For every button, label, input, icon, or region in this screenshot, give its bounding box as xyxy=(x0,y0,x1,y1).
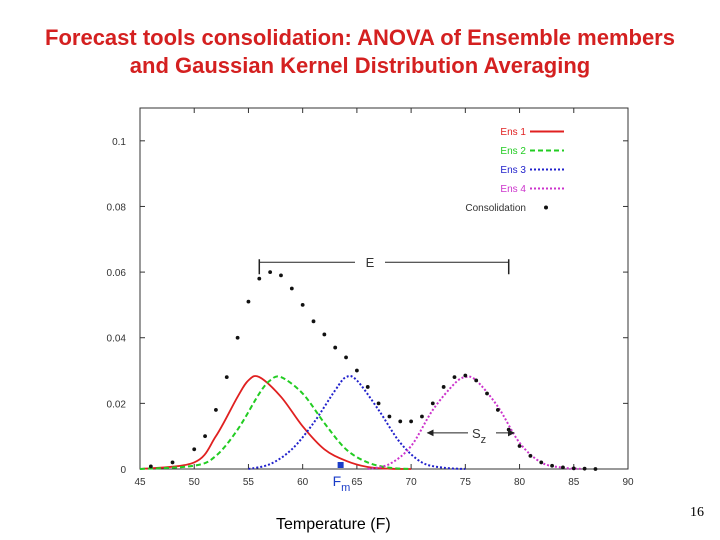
consolidation-point xyxy=(192,447,197,452)
y-tick-label: 0.1 xyxy=(112,137,126,148)
consolidation-point xyxy=(148,464,153,469)
y-tick-label: 0.08 xyxy=(107,202,127,213)
consolidation-point xyxy=(506,427,511,432)
consolidation-point xyxy=(322,332,327,337)
page-number: 16 xyxy=(690,505,704,520)
x-tick-label: 80 xyxy=(514,477,526,488)
consolidation-point xyxy=(344,355,348,360)
x-tick-label: 55 xyxy=(243,477,255,488)
annotation-sz-subscript: z xyxy=(481,434,487,446)
slide-title-line1: Forecast tools consolidation: ANOVA of E… xyxy=(45,25,675,50)
consolidation-point xyxy=(354,368,359,373)
y-tick-label: 0.06 xyxy=(107,268,127,279)
consolidation-point xyxy=(365,385,370,389)
consolidation-point xyxy=(474,378,479,383)
consolidation-point xyxy=(289,286,294,291)
consolidation-point xyxy=(441,385,446,389)
x-tick-label: 50 xyxy=(189,477,201,488)
consolidation-point xyxy=(300,303,305,307)
plot-frame xyxy=(139,107,629,470)
consolidation-point xyxy=(311,319,316,324)
consolidation-point xyxy=(333,345,338,350)
consolidation-point xyxy=(420,414,424,419)
consolidation-point xyxy=(430,401,435,406)
consolidation-point xyxy=(452,375,457,380)
consolidation-point xyxy=(582,466,587,471)
x-tick-label: 60 xyxy=(297,477,309,488)
x-axis-label: Temperature (F) xyxy=(276,516,391,533)
x-tick-label: 85 xyxy=(568,477,580,488)
consolidation-point xyxy=(561,465,565,470)
annotation-sz: Sz xyxy=(472,426,486,446)
consolidation-point xyxy=(170,460,175,465)
slide-title: Forecast tools consolidation: ANOVA of E… xyxy=(0,24,720,80)
consolidation-point xyxy=(279,273,283,278)
legend-label-ens-4: Ens 4 xyxy=(500,184,526,195)
consolidation-point xyxy=(235,335,240,340)
consolidation-point xyxy=(246,299,251,304)
x-tick-label: 45 xyxy=(134,477,146,488)
legend-swatch-consolidation xyxy=(544,205,548,210)
y-tick-label: 0 xyxy=(120,465,126,476)
consolidation-point xyxy=(485,391,489,396)
consolidation-point xyxy=(224,375,229,380)
series-line-ens-4 xyxy=(367,375,585,470)
consolidation-point xyxy=(257,276,262,281)
legend-label-ens-1: Ens 1 xyxy=(500,127,526,138)
y-tick-label: 0.04 xyxy=(107,334,127,345)
consolidation-point xyxy=(203,434,207,439)
consolidation-point xyxy=(517,444,522,448)
slide-title-line2: and Gaussian Kernel Distribution Averagi… xyxy=(129,53,591,78)
series-consolidation xyxy=(148,270,598,471)
consolidation-point xyxy=(539,460,544,465)
consolidation-point xyxy=(214,408,218,412)
legend: Ens 1 Ens 2 Ens 3 Ens 4 Consolidation xyxy=(465,127,564,214)
consolidation-point xyxy=(495,408,500,412)
fm-marker xyxy=(337,462,344,468)
consolidation-point xyxy=(571,466,576,471)
legend-label-consolidation: Consolidation xyxy=(465,203,526,214)
consolidation-point xyxy=(550,463,554,468)
legend-label-ens-2: Ens 2 xyxy=(500,146,526,157)
consolidation-point xyxy=(376,401,381,406)
consolidation-point xyxy=(463,373,468,378)
consolidation-point xyxy=(593,467,598,471)
consolidation-point xyxy=(268,270,273,274)
x-tick-label: 65 xyxy=(351,477,363,488)
annotation-fm: Fm xyxy=(333,473,351,494)
series-line-ens-3 xyxy=(248,374,466,470)
series-line-ens-2 xyxy=(139,375,412,470)
consolidation-point xyxy=(409,419,414,424)
x-tick-label: 70 xyxy=(406,477,418,488)
x-tick-label: 90 xyxy=(622,477,634,488)
legend-label-ens-3: Ens 3 xyxy=(500,165,526,176)
consolidation-point xyxy=(528,453,533,458)
consolidation-point xyxy=(398,419,403,424)
series-line-ens-1 xyxy=(139,375,412,470)
x-tick-label: 75 xyxy=(460,477,472,488)
consolidation-point xyxy=(387,414,392,419)
annotation-fm-subscript: m xyxy=(341,482,350,494)
annotation-e: E xyxy=(366,255,375,270)
y-tick-label: 0.02 xyxy=(107,399,127,410)
